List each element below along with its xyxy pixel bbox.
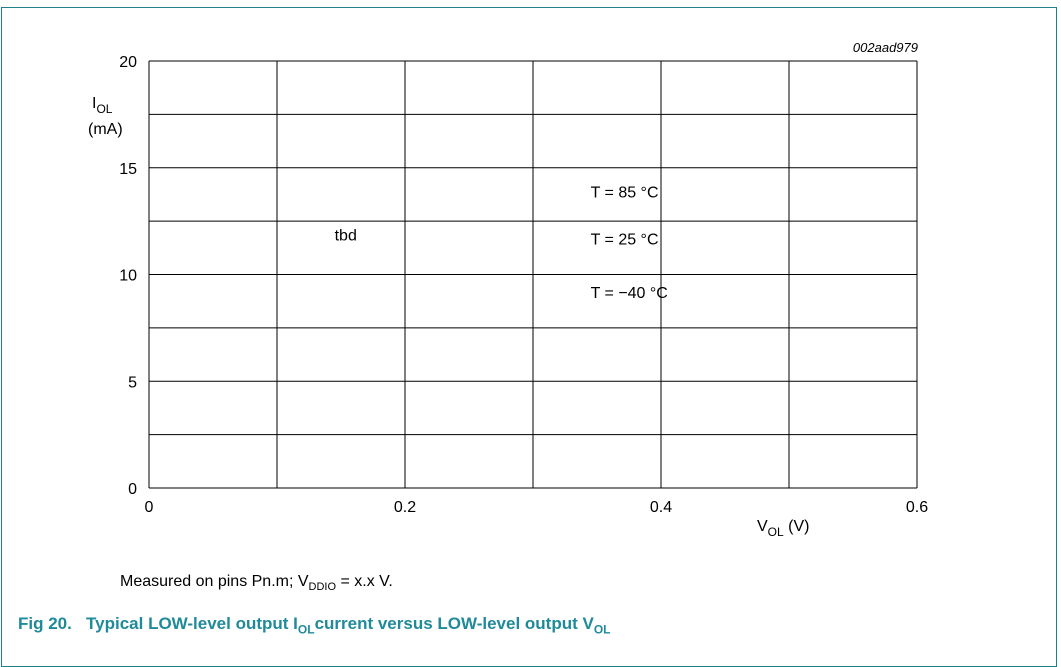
annotation-label: T = 25 °C	[591, 232, 659, 249]
annotation-label: T = −40 °C	[591, 285, 668, 302]
y-axis-unit: (mA)	[88, 121, 123, 138]
y-tick-label: 5	[128, 374, 137, 391]
x-tick-label: 0.6	[906, 499, 928, 516]
y-tick-label: 0	[128, 481, 137, 498]
y-tick-label: 20	[119, 54, 137, 71]
x-tick-label: 0	[145, 499, 154, 516]
grid	[148, 60, 918, 489]
annotation-label: tbd	[335, 227, 357, 244]
x-tick-label: 0.4	[650, 499, 672, 516]
tick-labels: 0 0.2 0.4 0.6 0 5 10 15 20	[119, 54, 928, 516]
x-axis-label: VOL (V)	[757, 518, 809, 539]
figure-id-code: 002aad979	[853, 40, 918, 55]
figure-caption: Fig 20. Typical LOW-level output IOLcurr…	[18, 614, 611, 637]
annotations: tbd T = 85 °C T = 25 °C T = −40 °C	[335, 185, 668, 302]
chart: 002aad979 0 0.2 0.4 0.6 0 5 10 15 20 tbd T = 85 °…	[88, 40, 928, 539]
annotation-label: T = 85 °C	[591, 185, 659, 202]
measurement-note: Measured on pins Pn.m; VDDIO = x.x V.	[120, 573, 393, 594]
y-tick-label: 15	[119, 161, 137, 178]
y-axis-label: IOL	[92, 95, 113, 116]
axis-labels: IOL (mA) VOL (V)	[88, 95, 809, 539]
y-tick-label: 10	[119, 268, 137, 285]
x-tick-label: 0.2	[394, 499, 416, 516]
